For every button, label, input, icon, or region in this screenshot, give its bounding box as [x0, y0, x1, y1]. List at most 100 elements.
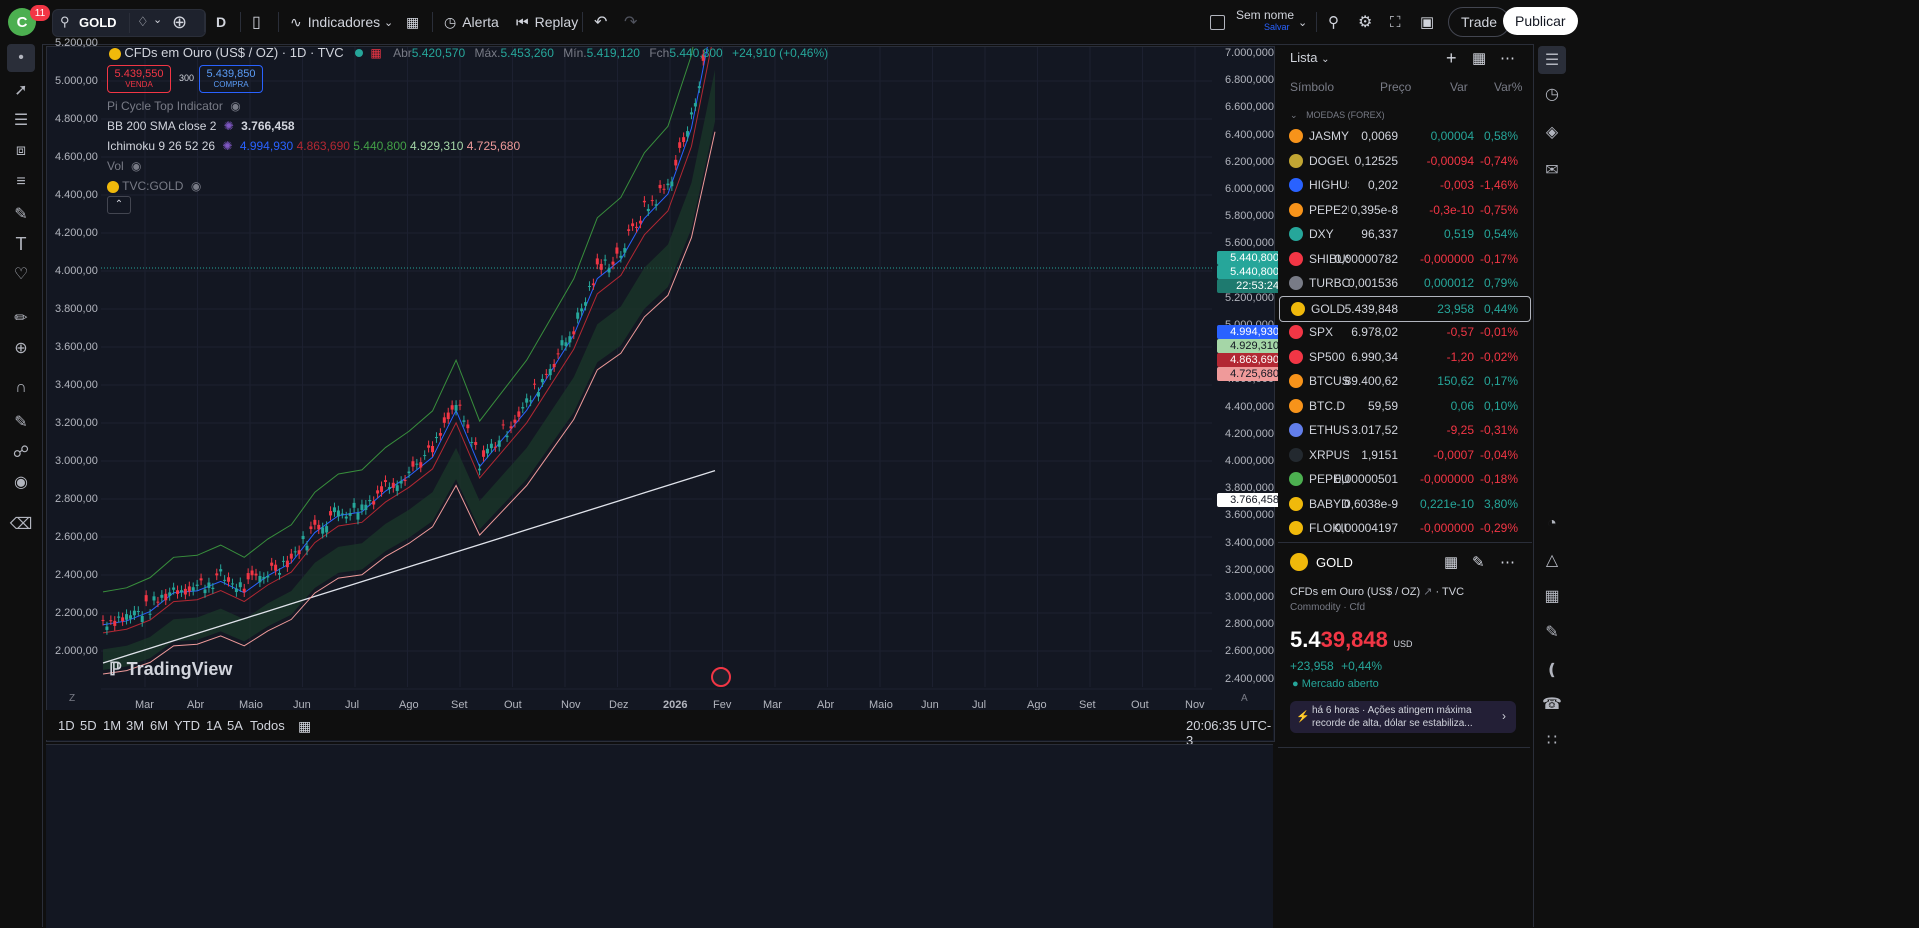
details-symbol[interactable]: GOLD: [1316, 555, 1353, 570]
replay-button[interactable]: ⏮ Replay: [516, 13, 579, 31]
collapse-legend-button[interactable]: ⌃: [107, 196, 131, 214]
undo-icon[interactable]: ↶: [594, 14, 608, 31]
pi-cycle-legend[interactable]: Pi Cycle Top Indicator ◉: [107, 99, 241, 113]
vol-legend[interactable]: Vol ◉: [107, 159, 142, 173]
watchlist-icon[interactable]: ☰: [1538, 46, 1566, 74]
heart-icon[interactable]: ♡: [13, 266, 29, 283]
watchlist-row[interactable]: JASMYU 0,0069 0,00004 0,58%: [1278, 124, 1530, 148]
timeframe-todos[interactable]: Todos: [250, 718, 285, 733]
date-range-icon[interactable]: ▦: [298, 718, 312, 734]
magnet-icon[interactable]: ∩: [15, 379, 27, 396]
pattern-icon[interactable]: ⧈: [15, 142, 27, 159]
alerts-clock-icon[interactable]: ◷: [1545, 86, 1559, 103]
trade-button[interactable]: Trade: [1448, 7, 1511, 37]
watchlist-row[interactable]: FLOKIUS0,00004197 -0,000000 -0,29%: [1278, 516, 1530, 540]
watchlist-row[interactable]: GOLD 5.439,848 23,958 0,44%: [1279, 295, 1531, 322]
watchlist-row[interactable]: TURBOU0,001536 0,000012 0,79%: [1278, 271, 1530, 295]
timeframe-1m[interactable]: 1M: [103, 718, 122, 733]
watchlist-row[interactable]: ETHUSD3.017,52 -9,25 -0,31%: [1278, 418, 1530, 442]
quick-search-icon[interactable]: ⚲: [1328, 14, 1339, 31]
timeframe-5d[interactable]: 5D: [80, 718, 97, 733]
watchlist-row[interactable]: SHIBUSD0,00000782 -0,000000 -0,17%: [1278, 247, 1530, 271]
timeframe-1a[interactable]: 1A: [206, 718, 222, 733]
watchlist-row[interactable]: SPX 6.978,02 -0,57 -0,01%: [1278, 320, 1530, 344]
fullscreen-icon[interactable]: ⛶: [1390, 13, 1401, 31]
watchlist-row[interactable]: SP500 6.990,34 -1,20 -0,02%: [1278, 345, 1530, 369]
columns-icon[interactable]: ▦: [1472, 50, 1487, 67]
camera-icon[interactable]: ▣: [1420, 14, 1435, 31]
watchlist-row[interactable]: BTCUSD89.400,62 150,62 0,17%: [1278, 369, 1530, 393]
indicators-dropdown-icon[interactable]: ⌄: [384, 16, 394, 29]
trend-line-icon[interactable]: ➚: [14, 82, 28, 99]
speedometer-icon[interactable]: ◔: [1547, 515, 1557, 532]
news-card[interactable]: ⚡ há 6 horas · Ações atingem máxima reco…: [1290, 701, 1516, 733]
interval-button[interactable]: D: [216, 14, 227, 30]
watchlist-section[interactable]: ⌄ MOEDAS (FOREX): [1290, 110, 1385, 120]
timeframe-5a[interactable]: 5A: [227, 718, 243, 733]
chevron-down-icon[interactable]: ⌄: [153, 14, 163, 26]
price-chart-canvas[interactable]: [47, 47, 1274, 741]
us-flag-event-icon[interactable]: [711, 667, 731, 687]
watchlist-row[interactable]: XRPUSD 1,9151 -0,0007 -0,04%: [1278, 443, 1530, 467]
compare-icon[interactable]: ♢: [137, 14, 149, 29]
layout-icon[interactable]: ▦: [1444, 554, 1459, 571]
edit-icon[interactable]: ✎: [1472, 554, 1485, 571]
eye-icon[interactable]: ◉: [14, 474, 28, 491]
apps-grid-icon[interactable]: ∷: [1546, 732, 1558, 749]
bb-legend[interactable]: BB 200 SMA close 2 ✺ 3.766,458: [107, 119, 295, 133]
tree-icon[interactable]: △: [1545, 552, 1559, 569]
add-symbol-icon[interactable]: +: [1446, 48, 1457, 68]
indicators-button[interactable]: ∿ Indicadores: [290, 13, 381, 31]
eye-off-icon[interactable]: ◉: [190, 179, 202, 193]
brush-icon[interactable]: ✎: [14, 206, 28, 223]
text-icon[interactable]: T: [15, 233, 27, 254]
settings-gear-icon[interactable]: ⚙: [1358, 14, 1373, 31]
eye-off-icon[interactable]: ◉: [131, 159, 142, 173]
lock-icon[interactable]: ☍: [12, 444, 30, 461]
more-icon[interactable]: ⋯: [1500, 50, 1515, 67]
timeframe-3m[interactable]: 3M: [126, 718, 145, 733]
ruler-icon[interactable]: ✏: [14, 310, 28, 327]
indicator-settings-icon[interactable]: ✺: [222, 139, 233, 153]
cursor-icon[interactable]: •: [7, 44, 35, 72]
zoom-in-icon[interactable]: ⊕: [14, 340, 28, 357]
watchlist-row[interactable]: BABYDO0,6038e-9 0,221e-10 3,80%: [1278, 492, 1530, 516]
stay-drawing-icon[interactable]: ✎: [14, 414, 28, 431]
watchlist-title[interactable]: Lista ⌄: [1290, 50, 1330, 65]
external-link-icon[interactable]: ↗: [1423, 586, 1433, 598]
compare-legend[interactable]: TVC:GOLD ◉: [107, 179, 201, 193]
bell-icon[interactable]: ☎: [1542, 696, 1562, 713]
watchlist-row[interactable]: HIGHUS 0,202 -0,003 -1,46%: [1278, 173, 1530, 197]
add-symbol-icon[interactable]: ⊕: [172, 11, 188, 32]
indicator-settings-icon[interactable]: ✺: [223, 119, 234, 133]
publish-button[interactable]: Publicar: [1503, 7, 1578, 35]
forecast-icon[interactable]: ≡: [16, 173, 26, 190]
timeframe-6m[interactable]: 6M: [150, 718, 169, 733]
watchlist-row[interactable]: BTC.D 59,59 0,06 0,10%: [1278, 394, 1530, 418]
chat-icon[interactable]: ✉: [1545, 162, 1559, 179]
fib-icon[interactable]: ☰: [13, 112, 29, 129]
watchlist-row[interactable]: PEPE2US0,395e-8 -0,3e-10 -0,75%: [1278, 198, 1530, 222]
clock-label[interactable]: 20:06:35 UTC-3: [1186, 718, 1272, 748]
more-icon[interactable]: ⋯: [1500, 554, 1515, 571]
alert-button[interactable]: ◷ Alerta: [444, 13, 499, 31]
candles-icon[interactable]: ▯: [252, 14, 261, 31]
watchlist-row[interactable]: DXY 96,337 0,519 0,54%: [1278, 222, 1530, 246]
layout-checkbox[interactable]: [1210, 10, 1225, 34]
layout-name-button[interactable]: Sem nome Salvar: [1236, 8, 1295, 32]
timeframe-1d[interactable]: 1D: [58, 718, 75, 733]
layers-icon[interactable]: ◈: [1545, 124, 1559, 141]
edit-list-icon[interactable]: ✎: [1545, 624, 1559, 641]
templates-icon[interactable]: ▦: [406, 13, 420, 30]
chart-pane[interactable]: CFDs em Ouro (US$ / OZ) · 1D · TVC ▦ Abr…: [46, 37, 1283, 742]
symbol-search-input[interactable]: ⚲ GOLD ♢ ⌄: [52, 9, 206, 37]
timeframe-ytd[interactable]: YTD: [174, 718, 200, 733]
signal-icon[interactable]: ❪: [1545, 662, 1559, 679]
watchlist-row[interactable]: PEPEUSI0,00000501 -0,000000 -0,18%: [1278, 467, 1530, 491]
calendar-icon[interactable]: ▦: [1544, 588, 1560, 605]
trash-icon[interactable]: ⌫: [9, 516, 33, 533]
watchlist-row[interactable]: DOGEUS 0,12525 -0,00094 -0,74%: [1278, 149, 1530, 173]
eye-off-icon[interactable]: ◉: [230, 99, 241, 113]
ichimoku-legend[interactable]: Ichimoku 9 26 52 26 ✺ 4.994,930 4.863,69…: [107, 139, 521, 153]
buy-button[interactable]: 5.439,850 COMPRA: [199, 65, 263, 93]
